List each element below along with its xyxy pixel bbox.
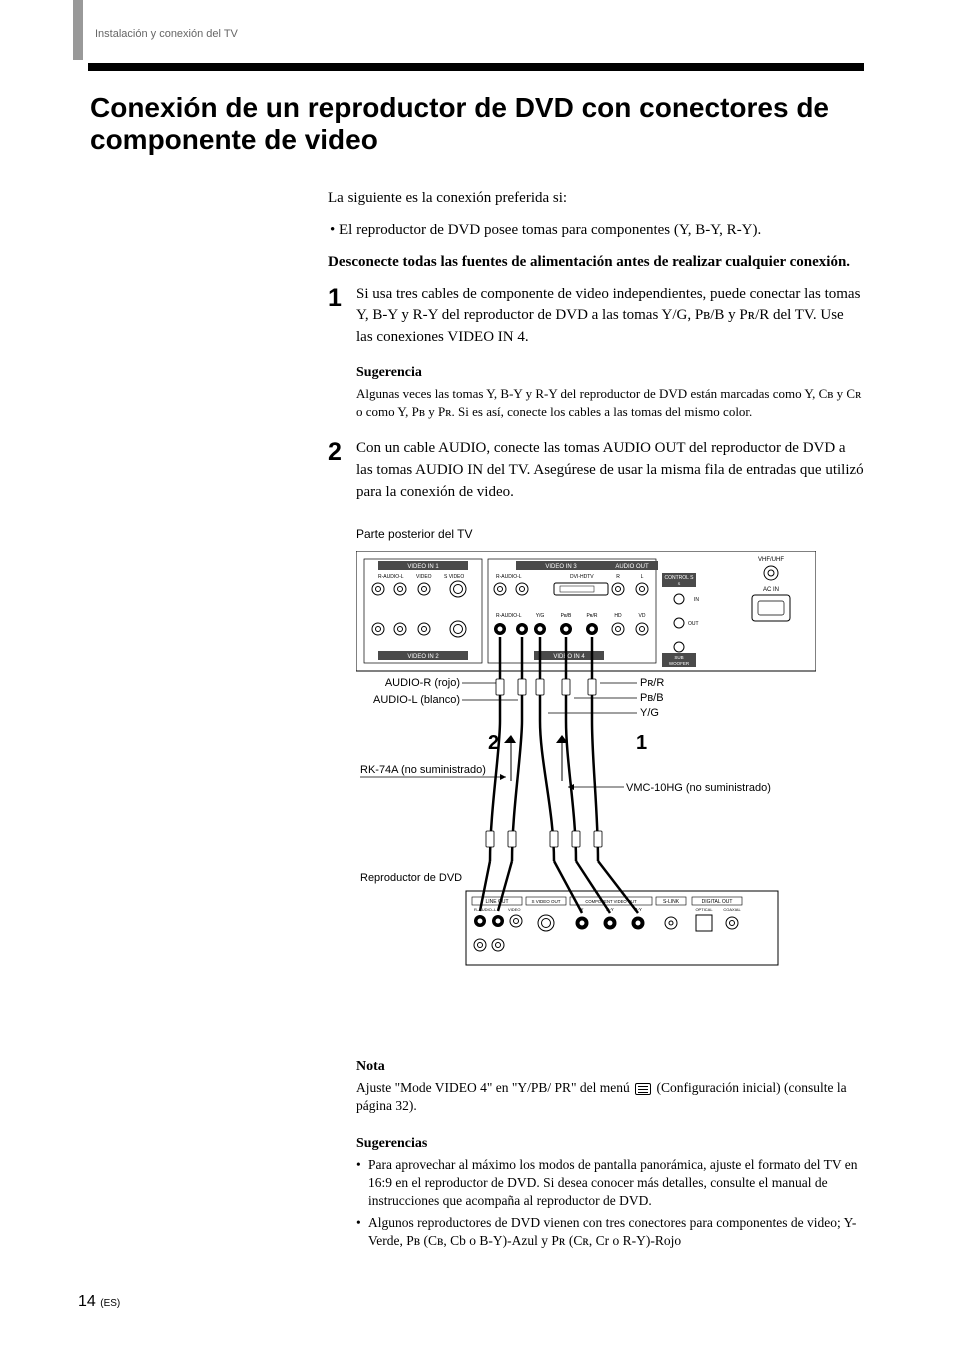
label-hd: HD (614, 613, 622, 619)
label-yg: Y/G (536, 613, 545, 619)
step-body: Con un cable AUDIO, conecte las tomas AU… (356, 438, 864, 503)
sugerencias-heading: Sugerencias (356, 1134, 864, 1154)
label-r: R (616, 574, 620, 580)
label-r-audio-l-3: R-AUDIO-L (496, 574, 522, 580)
label-prr: Pʀ/R (586, 613, 597, 619)
label-rk74a: RK-74A (no suministrado) (360, 764, 486, 776)
svg-text:WOOFER: WOOFER (669, 661, 690, 666)
label-line-out: LINE OUT (485, 899, 508, 905)
sug-item-0: Para aprovechar al máximo los modos de p… (368, 1156, 864, 1211)
label-dvd-player: Reproductor de DVD (360, 872, 462, 884)
label-conn-pbb: Pʙ/B (640, 692, 664, 704)
margin-bar (73, 0, 83, 60)
breadcrumb: Instalación y conexión del TV (95, 28, 864, 40)
connection-diagram: VIDEO IN 1 R-AUDIO-L VIDEO S VIDEO VIDEO… (356, 551, 864, 1021)
tip-heading: Sugerencia (356, 363, 864, 383)
sugerencias-list: •Para aprovechar al máximo los modos de … (356, 1156, 864, 1250)
label-svideo-out: S VIDEO OUT (531, 899, 560, 904)
label-conn-prr: Pʀ/R (640, 677, 664, 689)
label-r-audio-l: R-AUDIO-L (378, 574, 404, 580)
step-body: Si usa tres cables de componente de vide… (356, 284, 864, 349)
warning-text: Desconecte todas las fuentes de alimenta… (328, 252, 864, 274)
label-dvi: DVI-HDTV (570, 574, 594, 580)
intro-text: La siguiente es la conexión preferida si… (328, 188, 864, 210)
label-l: L (641, 574, 644, 580)
sug-item-1: Algunos reproductores de DVD vienen con … (368, 1214, 864, 1250)
nota-block: Nota Ajuste "Mode VIDEO 4" en "Y/PB/ PR"… (356, 1057, 864, 1116)
label-acin: AC IN (763, 587, 779, 593)
step-number: 2 (328, 440, 356, 503)
label-audio-r: AUDIO-R (rojo) (385, 677, 460, 689)
label-conn-yg: Y/G (640, 707, 659, 719)
label-audio-l: AUDIO-L (blanco) (373, 694, 460, 706)
list-item: •Algunos reproductores de DVD vienen con… (356, 1214, 864, 1250)
sugerencias-block: Sugerencias •Para aprovechar al máximo l… (356, 1134, 864, 1250)
section-rule (88, 63, 864, 71)
label-video-in-4: VIDEO IN 4 (553, 654, 585, 660)
content-column: La siguiente es la conexión preferida si… (328, 188, 864, 1250)
label-video: VIDEO (416, 574, 432, 580)
svg-text:R–AUDIO–L: R–AUDIO–L (474, 907, 497, 912)
label-vd: VD (639, 613, 646, 619)
diagram-caption: Parte posterior del TV (356, 526, 864, 543)
step-marker-1: 1 (636, 732, 647, 754)
page-num-value: 14 (78, 1293, 96, 1310)
svg-text:SUB: SUB (674, 655, 683, 660)
page-number: 14 (ES) (78, 1293, 120, 1311)
label-video-in-2: VIDEO IN 2 (407, 654, 439, 660)
label-video-in-1: VIDEO IN 1 (407, 564, 439, 570)
label-svideo: S VIDEO (444, 574, 464, 580)
svg-text:COAXIAL: COAXIAL (723, 907, 741, 912)
tip-text: Algunas veces las tomas Y, B-Y y R-Y del… (356, 385, 864, 420)
label-slink: S-LINK (663, 899, 680, 905)
step-number: 1 (328, 286, 356, 349)
label-audio-out: AUDIO OUT (615, 564, 649, 570)
label-vhf: VHF/UHF (758, 557, 784, 563)
step-1: 1 Si usa tres cables de componente de vi… (328, 284, 864, 349)
label-digital-out: DIGITAL OUT (702, 899, 733, 905)
label-ctl-in: IN (694, 597, 699, 603)
label-pbb: Pʙ/B (561, 613, 572, 619)
svg-text:S: S (678, 581, 681, 586)
label-r-audio-l-4: R-AUDIO-L (496, 613, 522, 619)
svg-text:VIDEO: VIDEO (508, 907, 520, 912)
intro-bullet: • El reproductor de DVD posee tomas para… (330, 220, 864, 242)
page-lang: (ES) (100, 1298, 120, 1309)
nota-text: Ajuste "Mode VIDEO 4" en "Y/PB/ PR" del … (356, 1079, 864, 1115)
label-ctl-out: OUT (688, 621, 699, 627)
svg-text:OPTICAL: OPTICAL (695, 907, 713, 912)
tip-block: Sugerencia Algunas veces las tomas Y, B-… (356, 363, 864, 420)
nota-heading: Nota (356, 1057, 864, 1077)
setup-menu-icon (635, 1083, 651, 1095)
label-vmc10hg: VMC-10HG (no suministrado) (626, 782, 771, 794)
label-video-in-3: VIDEO IN 3 (545, 564, 577, 570)
page-title: Conexión de un reproductor de DVD con co… (90, 92, 864, 156)
list-item: •Para aprovechar al máximo los modos de … (356, 1156, 864, 1211)
step-2: 2 Con un cable AUDIO, conecte las tomas … (328, 438, 864, 503)
nota-text-a: Ajuste "Mode VIDEO 4" en "Y/PB/ PR" del … (356, 1080, 633, 1095)
